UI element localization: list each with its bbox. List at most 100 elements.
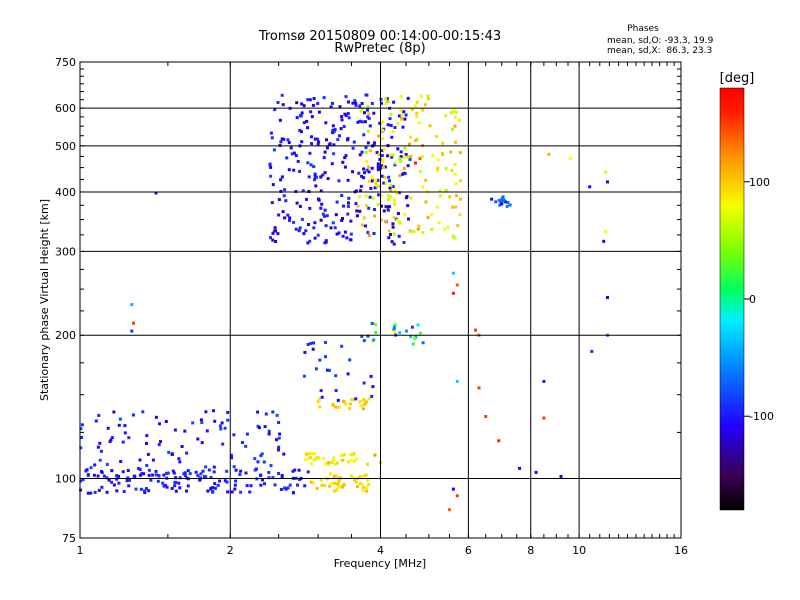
data-point (388, 179, 391, 183)
data-point (338, 478, 342, 482)
data-point (444, 188, 448, 192)
data-point (386, 194, 390, 198)
data-point (343, 230, 347, 234)
data-point (333, 481, 337, 485)
x-tick-label: 16 (674, 544, 688, 557)
data-point (335, 232, 339, 236)
data-point (356, 204, 360, 208)
data-point (256, 410, 260, 414)
x-tick-label: 1 (77, 544, 84, 557)
data-point (342, 125, 346, 128)
data-point (138, 473, 142, 477)
data-point (260, 452, 264, 456)
data-point (456, 224, 460, 228)
data-point (403, 117, 407, 121)
data-point (430, 213, 434, 216)
data-point (382, 147, 386, 151)
data-point (417, 121, 421, 125)
data-point (299, 114, 303, 118)
data-point (256, 460, 260, 464)
data-point (421, 341, 425, 345)
data-point (396, 147, 400, 151)
data-point (351, 101, 355, 105)
data-point (309, 163, 313, 167)
data-point (360, 482, 364, 486)
data-point (308, 206, 312, 210)
data-point (288, 216, 292, 220)
data-point (183, 474, 187, 477)
colorbar-tick-label: -100 (749, 410, 774, 423)
data-point (200, 441, 204, 445)
data-point (362, 339, 366, 343)
data-point (276, 232, 280, 236)
data-point (80, 436, 83, 439)
data-point (385, 97, 389, 101)
data-point (259, 483, 263, 487)
data-point (327, 143, 331, 147)
data-point (391, 222, 395, 226)
data-point (351, 170, 354, 174)
data-point (392, 330, 396, 334)
data-point (147, 489, 151, 493)
data-point (180, 445, 184, 448)
data-point (392, 242, 396, 246)
data-point (379, 194, 383, 197)
data-point (121, 470, 125, 474)
data-point (336, 398, 340, 402)
data-point (438, 189, 442, 193)
data-point (79, 479, 83, 483)
data-point (350, 398, 354, 401)
data-point (159, 440, 162, 444)
data-point (454, 182, 458, 186)
data-point (370, 102, 374, 105)
data-point (226, 411, 230, 414)
data-point (348, 402, 352, 406)
data-point (389, 189, 393, 193)
data-point (342, 453, 346, 457)
data-point (392, 100, 396, 104)
data-point (130, 303, 134, 307)
data-point (340, 485, 344, 489)
data-point (393, 126, 397, 129)
data-point (405, 329, 408, 333)
data-point (126, 469, 130, 472)
data-point (317, 456, 321, 460)
data-point (310, 115, 314, 119)
data-point (449, 150, 453, 154)
data-point (359, 404, 363, 408)
data-point (393, 188, 397, 192)
data-point (393, 202, 397, 206)
data-point (367, 234, 371, 237)
data-point (348, 406, 351, 410)
data-point (269, 174, 273, 178)
data-point (337, 134, 341, 138)
data-point (277, 472, 281, 475)
data-point (303, 350, 307, 354)
data-point (151, 473, 155, 477)
data-point (321, 212, 325, 216)
data-point (359, 482, 362, 486)
data-point (156, 479, 160, 483)
data-point (244, 471, 248, 475)
data-point (352, 476, 356, 480)
data-point (205, 429, 209, 433)
data-point (229, 453, 233, 457)
data-point (386, 123, 390, 127)
data-point (185, 476, 189, 480)
data-point (430, 227, 434, 231)
data-point (353, 460, 356, 463)
data-point (80, 423, 84, 427)
data-point (406, 164, 410, 168)
data-point (403, 146, 407, 150)
data-point (444, 114, 448, 118)
data-point (139, 487, 143, 491)
data-point (370, 166, 374, 170)
data-point (333, 489, 337, 493)
data-point (418, 157, 422, 161)
data-point (377, 193, 381, 197)
data-point (398, 331, 402, 335)
data-point (316, 137, 319, 141)
x-axis-label: Frequency [MHz] (334, 557, 426, 570)
data-point (373, 141, 376, 145)
data-point (314, 457, 318, 461)
